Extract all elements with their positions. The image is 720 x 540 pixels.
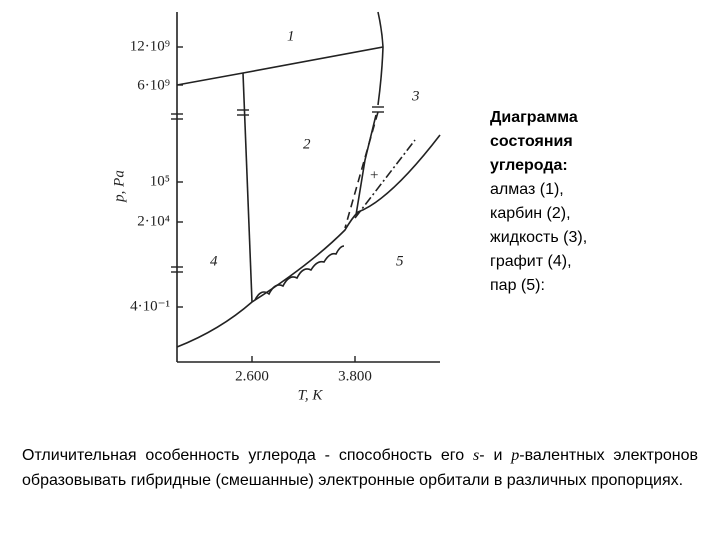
carbine-graphite-boundary [242, 72, 253, 303]
caption-item: пар (5): [490, 277, 545, 294]
caption-item: алмаз (1), [490, 181, 564, 198]
paragraph: Отличительная особенность углерода - спо… [22, 443, 698, 493]
phase-diagram: p, Pa T, K 12·10⁹ 6·10⁹ 10⁵ 2·10⁴ 4·10⁻¹… [111, 11, 441, 403]
diamond-liquid-boundary [377, 11, 384, 106]
x-tick-label: 2.600 [235, 368, 269, 384]
x-tick-label: 3.800 [338, 368, 372, 384]
wavy-boundary [254, 245, 345, 301]
region-label: 5 [396, 253, 404, 269]
region-label: 2 [303, 136, 311, 152]
text: -валентных электронов образовывать гибри… [22, 447, 699, 489]
y-tick-label: 10⁵ [150, 173, 170, 189]
caption-title: углерода: [490, 157, 568, 174]
text: s [473, 447, 480, 464]
y-tick-label: 4·10⁻¹ [130, 298, 170, 314]
vapor-boundary [176, 134, 441, 348]
region-label: 3 [411, 88, 420, 104]
text: p [511, 447, 520, 464]
dashed-boundary [344, 111, 379, 229]
diamond-boundary [176, 46, 384, 86]
point-marker: + [370, 167, 378, 183]
text: Отличительная особенность углерода - спо… [22, 447, 474, 464]
x-axis-label: T, K [298, 387, 324, 403]
caption-title: состояния [490, 133, 573, 150]
region-label: 1 [287, 28, 295, 44]
caption-title: Диаграмма [490, 109, 578, 126]
caption-item: графит (4), [490, 253, 572, 270]
caption: Диаграмма состояния углерода: алмаз (1),… [490, 106, 587, 298]
text: - и [479, 447, 512, 464]
y-tick-label: 12·10⁹ [130, 38, 170, 54]
region-label: 4 [210, 253, 218, 269]
caption-item: жидкость (3), [490, 229, 588, 246]
y-axis-label: p, Pa [111, 170, 127, 203]
y-tick-label: 2·10⁴ [137, 213, 170, 229]
caption-item: карбин (2), [490, 205, 571, 222]
y-tick-label: 6·10⁹ [137, 77, 170, 93]
dash-dot-boundary [354, 139, 416, 219]
